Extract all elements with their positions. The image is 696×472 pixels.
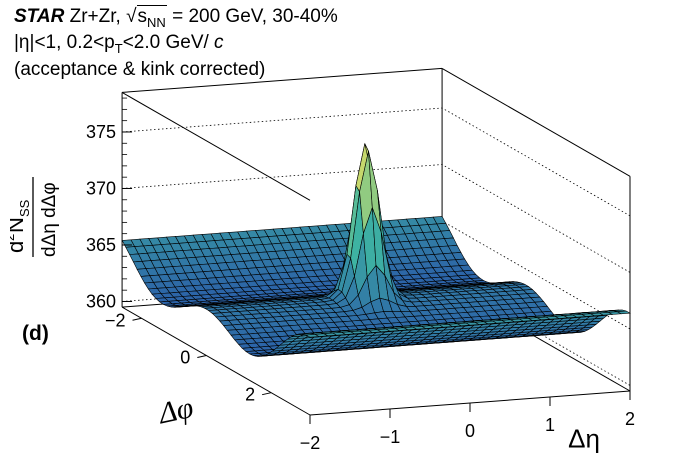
z-tick-label: 370 [86,178,116,198]
experiment-label: STAR [14,6,65,27]
energy-label: = 200 GeV, 30-40% [172,6,338,27]
y-axis-title: Δφ [155,391,196,431]
frame-edge [121,91,311,201]
cuts-label-2: <2.0 GeV/ [122,32,209,53]
phi-tick [262,392,272,396]
z-tick-label: 365 [86,235,116,255]
cuts-label: |η|<1, 0.2<p [14,32,115,53]
z-axis-label: d 2 N SS dΔη dΔφ [2,160,72,280]
phi-tick-label: 0 [180,347,190,367]
cuts-label-c: c [208,32,224,53]
z-tick-label: 360 [86,291,116,311]
header-line-3: (acceptance & kink corrected) [14,59,265,81]
sqrt-symbol: √ [126,6,137,27]
frame-edge [121,306,311,416]
z-label-num-d: d [10,241,28,253]
eta-tick-label: −2 [300,433,321,453]
frame-edge [441,67,631,177]
eta-tick-label: 2 [625,409,635,429]
energy-sqrt: sNN [136,5,167,30]
grid-line [122,164,631,273]
correction-note: (acceptance & kink corrected) [14,59,266,80]
grid-line [122,107,631,217]
phi-tick [197,354,207,358]
surface-cell [616,310,632,315]
z-label-sub: SS [17,199,32,217]
phi-tick [132,317,142,321]
header-line-2: |η|<1, 0.2<pT<2.0 GeV/ c [14,32,224,56]
z-label-den: dΔη dΔφ [39,182,60,257]
x-axis-title: Δη [568,424,600,454]
z-label-num-N: N [10,217,28,233]
eta-tick-label: 0 [465,421,475,441]
header-line-1: STAR Zr+Zr, √sNN = 200 GeV, 30-40% [14,5,338,30]
eta-tick-label: 1 [545,415,555,435]
frame-edge [122,67,443,93]
pt-subscript: T [114,41,123,56]
phi-tick-label: −2 [105,310,126,330]
z-label-sup: 2 [10,234,17,241]
z-tick-label: 375 [86,122,116,142]
phi-tick-label: 2 [245,385,255,405]
panel-label: (d) [22,322,49,345]
system-label: Zr+Zr, [69,6,121,27]
eta-tick-label: −1 [380,427,401,447]
